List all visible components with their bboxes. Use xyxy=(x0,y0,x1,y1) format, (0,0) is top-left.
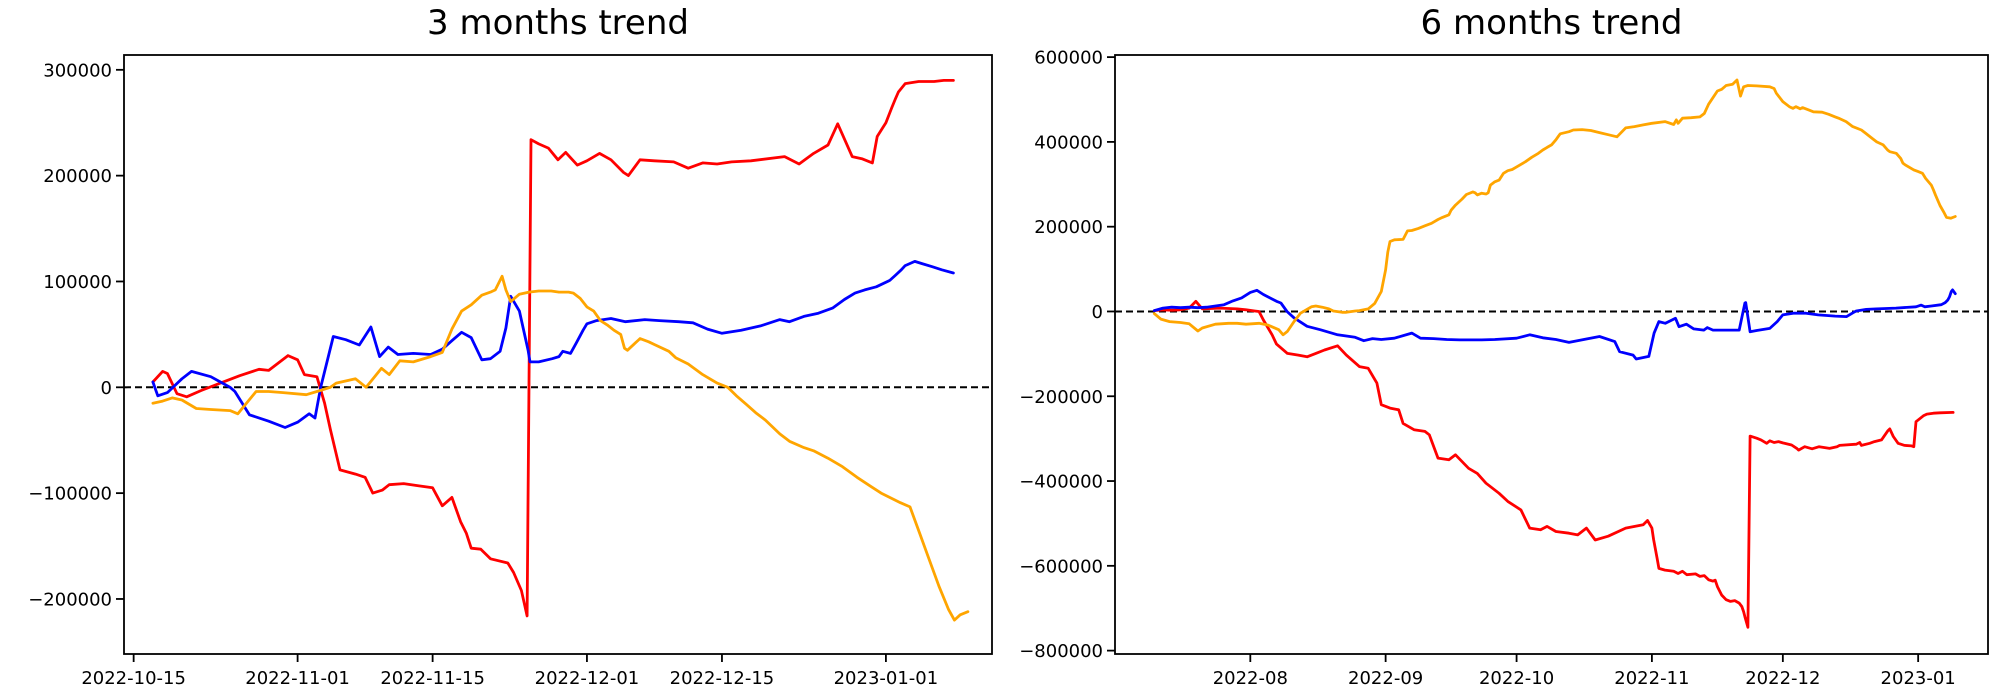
x-tick-label: 2023-01-01 xyxy=(834,668,939,689)
x-tick-label: 2023-01 xyxy=(1881,668,1956,689)
y-tick-label: 300000 xyxy=(43,60,112,81)
y-tick-label: −600000 xyxy=(1019,556,1103,577)
y-tick-label: 400000 xyxy=(1034,132,1103,153)
x-tick-label: 2022-12-01 xyxy=(535,668,640,689)
x-tick-label: 2022-08 xyxy=(1213,668,1288,689)
x-tick-label: 2022-11-01 xyxy=(245,668,350,689)
x-tick-label: 2022-12-15 xyxy=(670,668,775,689)
series-line-red xyxy=(1152,299,1955,629)
y-tick-label: 200000 xyxy=(1034,217,1103,238)
axes-frame xyxy=(123,54,993,655)
x-tick-label: 2022-10 xyxy=(1479,668,1554,689)
series-line-blue xyxy=(1152,288,1957,361)
series-line-red xyxy=(151,79,955,618)
y-tick-label: −200000 xyxy=(1019,387,1103,408)
y-tick-label: −400000 xyxy=(1019,472,1103,493)
x-tick-label: 2022-12 xyxy=(1745,668,1820,689)
chart-title-3-months-trend: 3 months trend xyxy=(427,3,689,43)
x-tick-label: 2022-11-15 xyxy=(380,668,485,689)
y-tick-label: 100000 xyxy=(43,272,112,293)
y-tick-label: 0 xyxy=(1092,302,1103,323)
chart-title-6-months-trend: 6 months trend xyxy=(1420,3,1683,43)
series-line-orange xyxy=(1152,78,1957,337)
y-tick-label: −100000 xyxy=(28,484,112,505)
y-tick-label: 600000 xyxy=(1034,48,1103,69)
series-line-orange xyxy=(151,274,970,622)
x-tick-label: 2022-10-15 xyxy=(81,668,186,689)
x-tick-label: 2022-09 xyxy=(1348,668,1423,689)
y-tick-label: 0 xyxy=(101,378,112,399)
x-tick-label: 2022-11 xyxy=(1614,668,1689,689)
y-tick-label: 200000 xyxy=(43,166,112,187)
series-line-blue xyxy=(151,259,955,429)
y-tick-label: −200000 xyxy=(28,589,112,610)
y-tick-label: −800000 xyxy=(1019,641,1103,662)
axes-frame xyxy=(1114,54,1989,655)
